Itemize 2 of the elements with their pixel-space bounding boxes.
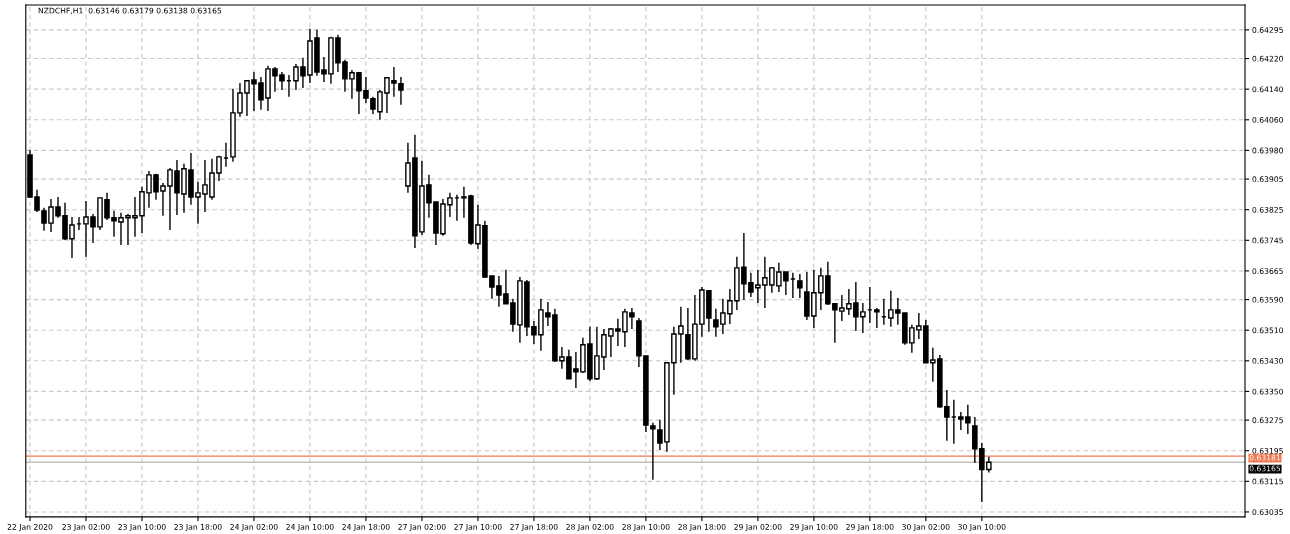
candlestick — [874, 307, 880, 329]
candlestick — [797, 273, 803, 299]
